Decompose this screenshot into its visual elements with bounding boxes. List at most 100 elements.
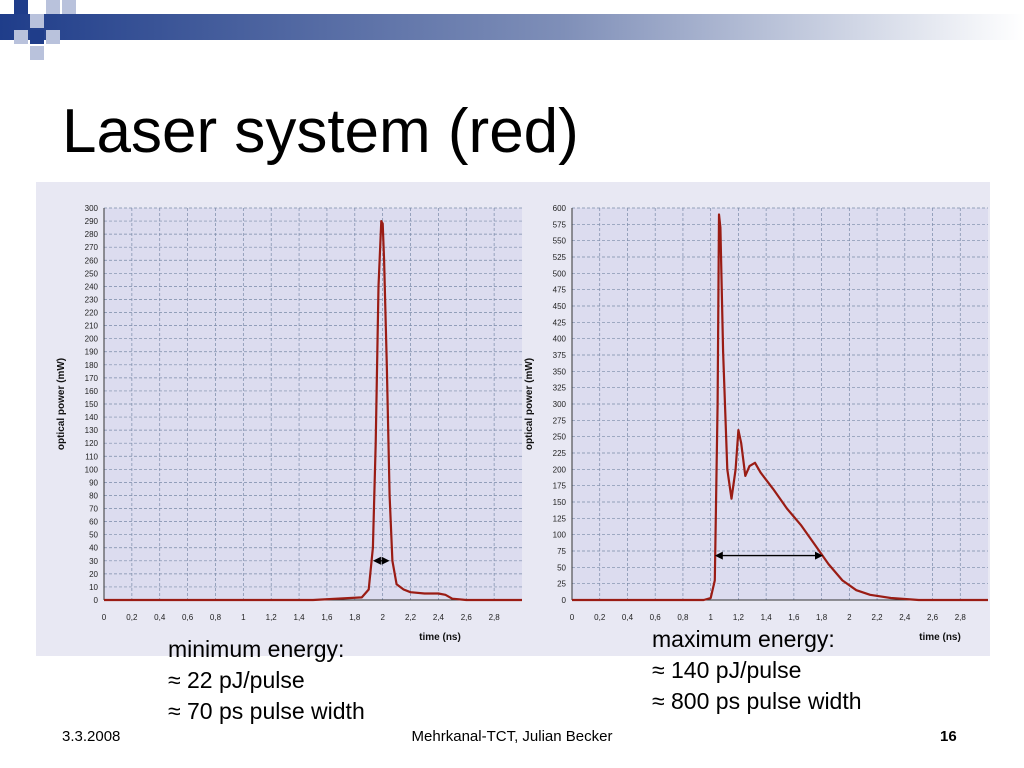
- y-tick-label: 225: [553, 449, 567, 458]
- x-tick-label: 1: [241, 613, 246, 622]
- caption-heading: maximum energy:: [652, 626, 835, 652]
- y-tick-label: 130: [85, 426, 99, 435]
- y-tick-label: 475: [553, 286, 567, 295]
- title-bar-square: [14, 30, 28, 44]
- y-axis-label: optical power (mW): [56, 358, 67, 450]
- y-tick-label: 275: [553, 416, 567, 425]
- y-tick-label: 175: [553, 482, 567, 491]
- x-tick-label: 2,2: [872, 613, 884, 622]
- y-tick-label: 200: [553, 465, 567, 474]
- title-bar-square: [46, 30, 60, 44]
- x-tick-label: 1,8: [349, 613, 361, 622]
- x-tick-label: 1,6: [788, 613, 800, 622]
- caption-maximum-energy: maximum energy: ≈ 140 pJ/pulse ≈ 800 ps …: [652, 626, 862, 719]
- chart-panel: 0 10 20 30 40 50 60 70 80 90 100 110 120 130 140 150 160…: [36, 182, 990, 656]
- y-tick-label: 250: [85, 269, 99, 278]
- y-tick-label: 10: [89, 583, 98, 592]
- width-arrow-head: [814, 551, 823, 560]
- y-tick-label: 0: [94, 596, 99, 605]
- x-tick-label: 0: [570, 613, 575, 622]
- y-tick-label: 60: [89, 518, 98, 527]
- x-axis-label: time (ns): [419, 632, 461, 643]
- title-bar-square: [30, 30, 44, 44]
- y-tick-label: 100: [85, 465, 99, 474]
- width-arrow-head: [381, 556, 390, 565]
- caption-line-energy: ≈ 140 pJ/pulse: [652, 657, 802, 683]
- x-tick-label: 2: [380, 613, 385, 622]
- x-tick-label: 1,2: [266, 613, 278, 622]
- y-tick-label: 190: [85, 348, 99, 357]
- y-tick-label: 150: [85, 400, 99, 409]
- y-tick-label: 575: [553, 220, 567, 229]
- y-tick-label: 20: [89, 570, 98, 579]
- y-tick-label: 350: [553, 367, 567, 376]
- caption-minimum-energy: minimum energy: ≈ 22 pJ/pulse ≈ 70 ps pu…: [168, 636, 365, 729]
- y-tick-label: 425: [553, 318, 567, 327]
- y-tick-label: 500: [553, 269, 567, 278]
- x-tick-label: 2,6: [461, 613, 473, 622]
- y-tick-label: 210: [85, 322, 99, 331]
- x-tick-label: 0,6: [182, 613, 194, 622]
- slide-title: Laser system (red): [62, 97, 579, 166]
- y-tick-label: 525: [553, 253, 567, 262]
- x-tick-label: 0,2: [126, 613, 138, 622]
- y-tick-label: 375: [553, 351, 567, 360]
- y-tick-label: 250: [553, 433, 567, 442]
- y-tick-label: 220: [85, 309, 99, 318]
- x-tick-label: 1,2: [733, 613, 745, 622]
- x-tick-label: 2,8: [955, 613, 967, 622]
- y-tick-label: 270: [85, 243, 99, 252]
- title-bar-square: [14, 0, 28, 14]
- y-tick-label: 170: [85, 374, 99, 383]
- footer-center: Mehrkanal-TCT, Julian Becker: [411, 728, 613, 745]
- series-line: [104, 219, 522, 602]
- caption-heading: minimum energy:: [168, 636, 345, 662]
- width-arrow-head: [714, 551, 723, 560]
- y-tick-label: 240: [85, 282, 99, 291]
- y-tick-label: 450: [553, 302, 567, 311]
- y-axis-label: optical power (mW): [524, 358, 535, 450]
- x-tick-label: 1,4: [761, 613, 773, 622]
- y-tick-label: 100: [553, 531, 567, 540]
- x-tick-label: 2,6: [927, 613, 939, 622]
- caption-line-width: ≈ 800 ps pulse width: [652, 688, 862, 714]
- caption-line-width: ≈ 70 ps pulse width: [168, 698, 365, 724]
- title-bar-square: [46, 0, 60, 14]
- plot-area: [104, 208, 522, 600]
- y-tick-label: 50: [89, 531, 98, 540]
- y-tick-label: 400: [553, 335, 567, 344]
- x-tick-label: 0: [102, 613, 107, 622]
- title-bar: [0, 0, 1024, 60]
- title-bar-square: [62, 0, 76, 14]
- y-tick-label: 180: [85, 361, 99, 370]
- y-tick-label: 75: [557, 547, 566, 556]
- chart-maximum-energy: 0255075100125150175200225250275300325350…: [524, 204, 988, 643]
- y-tick-label: 90: [89, 478, 98, 487]
- y-tick-label: 150: [553, 498, 567, 507]
- y-tick-label: 230: [85, 295, 99, 304]
- footer-date: 3.3.2008: [62, 728, 121, 745]
- title-bar-square: [30, 46, 44, 60]
- y-tick-label: 25: [557, 580, 566, 589]
- y-tick-label: 300: [553, 400, 567, 409]
- x-tick-label: 2,8: [489, 613, 501, 622]
- x-tick-label: 1: [708, 613, 713, 622]
- y-tick-label: 125: [553, 514, 567, 523]
- y-tick-label: 40: [89, 544, 98, 553]
- y-tick-label: 70: [89, 505, 98, 514]
- x-tick-label: 2,2: [405, 613, 417, 622]
- x-tick-label: 1,8: [816, 613, 828, 622]
- x-tick-label: 0,6: [650, 613, 662, 622]
- y-tick-label: 30: [89, 557, 98, 566]
- x-tick-label: 0,4: [154, 613, 166, 622]
- y-tick-label: 120: [85, 439, 99, 448]
- caption-line-energy: ≈ 22 pJ/pulse: [168, 667, 305, 693]
- title-bar-square: [30, 14, 44, 28]
- y-tick-label: 50: [557, 563, 566, 572]
- x-axis-label: time (ns): [919, 632, 961, 643]
- width-arrow-head: [372, 556, 381, 565]
- x-tick-label: 1,4: [294, 613, 306, 622]
- y-tick-label: 550: [553, 237, 567, 246]
- title-bar-graphic: [0, 0, 1024, 60]
- y-tick-label: 280: [85, 230, 99, 239]
